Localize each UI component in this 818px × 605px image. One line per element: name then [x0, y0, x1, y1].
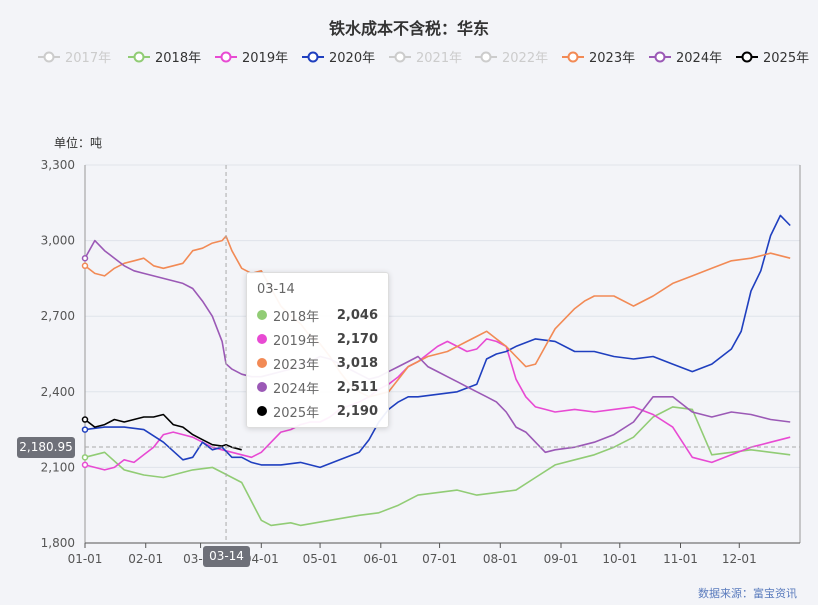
axis-pointer-y-label: 2,180.95 [17, 437, 75, 458]
legend-label: 2023年 [589, 51, 635, 66]
legend-label: 2020年 [329, 51, 375, 66]
series-line [84, 413, 242, 451]
series-line [84, 338, 791, 471]
tooltip-series-name: 2025年 [273, 405, 320, 421]
tooltip-value: 2,190 [336, 403, 378, 419]
tooltip-row: 2018年 2,046 [257, 303, 378, 327]
grid [85, 164, 800, 544]
axis-pointer-x-label: 03-14 [203, 546, 250, 567]
tooltip-value: 3,018 [336, 355, 378, 371]
series-start-point [81, 262, 89, 270]
data-source: 数据来源：富宝资讯 [698, 586, 797, 600]
legend-item[interactable]: 2017年 [38, 51, 111, 66]
x-tick-label: 07-01 [422, 552, 457, 566]
tooltip-dot [257, 334, 267, 344]
y-tick-label: 2,700 [41, 309, 75, 323]
legend-item[interactable]: 2020年 [302, 51, 375, 66]
legend-item[interactable]: 2019年 [215, 51, 288, 66]
legend-item[interactable]: 2018年 [128, 51, 201, 66]
x-tick-label: 09-01 [544, 552, 579, 566]
tooltip-series-name: 2018年 [273, 309, 320, 325]
y-tick-label: 3,000 [41, 234, 75, 248]
legend-item[interactable]: 2024年 [649, 51, 722, 66]
series-start-point [81, 461, 89, 469]
unit-label: 单位：吨 [54, 135, 102, 150]
legend-label: 2025年 [763, 51, 809, 66]
series-start-point [81, 426, 89, 433]
legend: 2017年 2018年 2019年 2020年 2021年 2022年 2023年 2024年… [38, 51, 809, 66]
y-tick-label: 1,800 [41, 536, 75, 550]
series-start-point [81, 254, 89, 262]
series-line [84, 406, 791, 527]
legend-label: 2017年 [65, 51, 111, 66]
series-line [84, 214, 791, 469]
tooltip-dot [257, 406, 267, 416]
tooltip-value: 2,170 [336, 331, 378, 347]
chart-title: 铁水成本不含税：华东 [329, 19, 489, 38]
y-tick-label: 3,300 [41, 158, 75, 172]
legend-label: 2019年 [242, 51, 288, 66]
y-tick-label: 2,100 [41, 460, 75, 474]
series-start-point [81, 416, 89, 423]
tooltip-row: 2025年 2,190 [257, 399, 378, 423]
tooltip-value: 2,046 [336, 307, 378, 323]
legend-label: 2018年 [155, 51, 201, 66]
legend-item[interactable]: 2025年 [736, 51, 809, 66]
axis-pointer [85, 165, 800, 543]
tooltip-date: 03-14 [257, 282, 295, 297]
tooltip-series-name: 2023年 [273, 357, 320, 373]
x-tick-label: 12-01 [722, 552, 757, 566]
tooltip-row: 2023年 3,018 [257, 351, 378, 375]
tooltip: 03-14 2018年 2,046 2019年 2,170 2023年 3,018 2024… [246, 272, 389, 428]
legend-label: 2021年 [416, 51, 462, 66]
tooltip-series-name: 2024年 [273, 381, 320, 397]
legend-label: 2022年 [502, 51, 548, 66]
x-tick-label: 11-01 [663, 552, 698, 566]
tooltip-dot [257, 358, 267, 368]
tooltip-series-name: 2019年 [273, 333, 320, 349]
x-tick-label: 06-01 [363, 552, 398, 566]
tooltip-dot [257, 310, 267, 320]
legend-item[interactable]: 2023年 [562, 51, 635, 66]
x-tick-label: 02-01 [128, 552, 163, 566]
series-start-point [81, 454, 89, 461]
x-tick-label: 08-01 [483, 552, 518, 566]
tooltip-row: 2019年 2,170 [257, 327, 378, 351]
tooltip-row: 2024年 2,511 [257, 375, 378, 399]
x-tick-label: 04-01 [244, 552, 279, 566]
legend-label: 2024年 [676, 51, 722, 66]
tooltip-dot [257, 382, 267, 392]
y-tick-label: 2,400 [41, 385, 75, 399]
x-tick-label: 01-01 [68, 552, 103, 566]
x-tick-label: 10-01 [602, 552, 637, 566]
x-axis: 01-01 02-01 03-01 04-01 05-01 06-01 07-01 08-01… [68, 542, 800, 566]
tooltip-value: 2,511 [336, 379, 378, 395]
x-tick-label: 05-01 [303, 552, 338, 566]
y-axis: 1,800 2,100 2,400 2,700 3,000 3,300 [41, 158, 801, 550]
legend-item[interactable]: 2022年 [475, 51, 548, 66]
series-lines [81, 214, 791, 527]
legend-item[interactable]: 2021年 [389, 51, 462, 66]
